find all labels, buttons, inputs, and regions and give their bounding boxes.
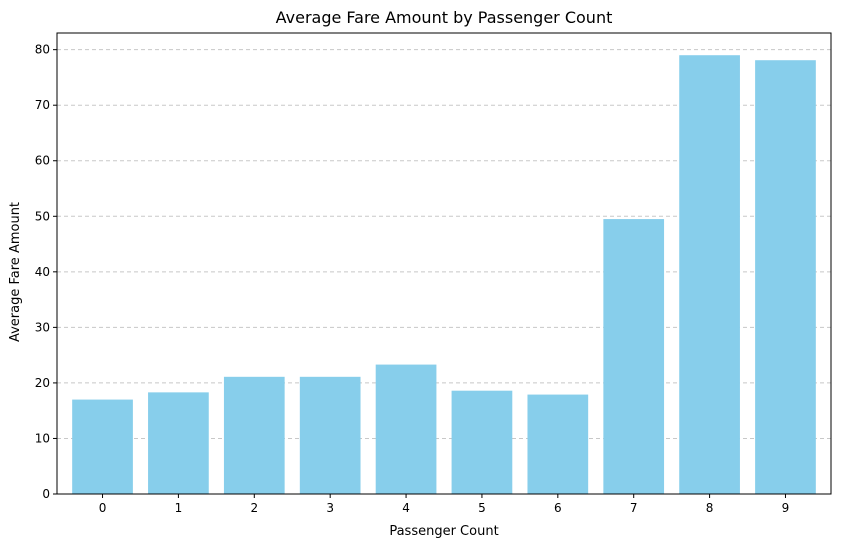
bar-7 xyxy=(603,219,665,494)
bar-8 xyxy=(679,55,740,495)
y-ticks: 0 10 20 30 40 50 60 70 80 xyxy=(35,43,57,501)
x-tick-label: 3 xyxy=(326,501,334,515)
chart-title: Average Fare Amount by Passenger Count xyxy=(276,8,613,27)
bar-2 xyxy=(223,376,285,494)
y-tick-label: 70 xyxy=(35,98,50,112)
x-tick-label: 4 xyxy=(402,501,410,515)
x-tick-label: 9 xyxy=(782,501,790,515)
y-tick-label: 80 xyxy=(35,43,50,57)
x-tick-label: 5 xyxy=(478,501,486,515)
y-tick-label: 40 xyxy=(35,265,50,279)
x-tick-label: 2 xyxy=(250,501,258,515)
y-tick-label: 60 xyxy=(35,154,50,168)
axes xyxy=(56,32,832,495)
y-tick-label: 30 xyxy=(35,320,50,334)
x-tick-label: 0 xyxy=(99,501,107,515)
bar-1 xyxy=(148,392,209,494)
bar-4 xyxy=(375,364,437,494)
x-tick-label: 8 xyxy=(706,501,714,515)
bars xyxy=(72,55,816,495)
x-tick-label: 6 xyxy=(554,501,562,515)
bar-3 xyxy=(299,376,361,494)
y-axis-label: Average Fare Amount xyxy=(8,202,23,342)
y-tick-label: 0 xyxy=(42,487,50,501)
x-tick-label: 1 xyxy=(175,501,183,515)
x-ticks: 0 1 2 3 4 5 6 7 8 9 xyxy=(99,494,790,515)
y-tick-label: 20 xyxy=(35,376,50,390)
x-tick-label: 7 xyxy=(630,501,638,515)
bar-9 xyxy=(755,60,816,494)
y-tick-label: 10 xyxy=(35,431,50,445)
bar-5 xyxy=(451,390,513,494)
gridlines xyxy=(57,49,831,439)
bar-0 xyxy=(72,399,133,494)
bar-6 xyxy=(527,394,589,494)
plot-frame xyxy=(56,32,832,495)
y-tick-label: 50 xyxy=(35,209,50,223)
x-axis-label: Passenger Count xyxy=(389,524,498,539)
